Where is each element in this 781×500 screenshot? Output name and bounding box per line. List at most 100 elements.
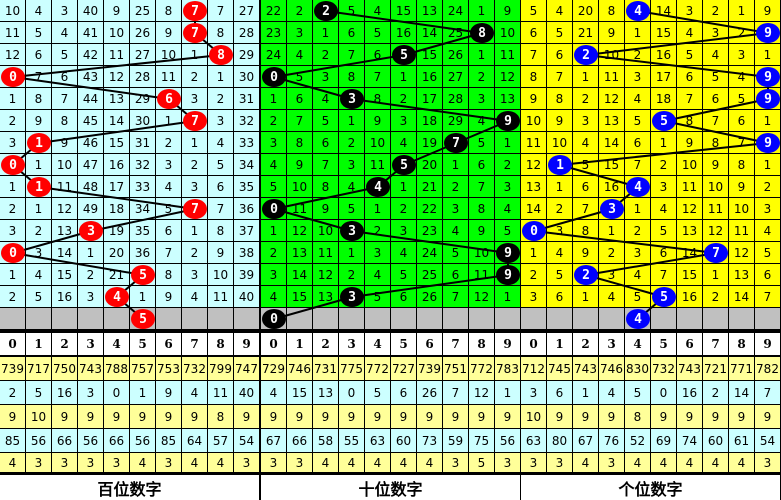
- gray-cell: [208, 308, 234, 330]
- stat-cell: 4: [651, 453, 677, 473]
- grid-cell: 8: [208, 22, 234, 44]
- stat-cell: 3: [52, 453, 78, 473]
- grid-cell: 1: [495, 132, 521, 154]
- grid-cell: 24: [261, 44, 287, 66]
- grid-cell: 5: [547, 264, 573, 286]
- trend-line-segment: [533, 208, 613, 232]
- digit-header: 5: [651, 333, 677, 356]
- grid-cell: 7: [443, 286, 469, 308]
- gray-cell: [104, 308, 130, 330]
- grid-cell: 3: [0, 220, 26, 242]
- grid-cell: 9: [547, 110, 573, 132]
- hit-ball: 4: [366, 177, 390, 197]
- grid-cell: 49: [78, 198, 104, 220]
- grid-cell: 32: [234, 110, 260, 132]
- grid-cell: 11: [677, 176, 703, 198]
- grid-cell: 5: [521, 0, 547, 22]
- stat-cell: 731: [313, 357, 339, 381]
- grid-cell: 10: [677, 154, 703, 176]
- trend-line-segment: [351, 274, 509, 298]
- grid-cell: 1: [130, 286, 156, 308]
- grid-cell: 30: [130, 110, 156, 132]
- hit-ball: 3: [340, 221, 364, 241]
- grid-cell: 2: [443, 176, 469, 198]
- grid-cell: 8: [599, 0, 625, 22]
- stat-cell: 9: [391, 405, 417, 429]
- grid-cell: 12: [495, 66, 521, 88]
- gray-cell: [156, 308, 182, 330]
- stat-cell: 9: [234, 405, 260, 429]
- grid-cell: 2: [0, 198, 26, 220]
- grid-cell: 1: [599, 220, 625, 242]
- gray-cell: [651, 308, 677, 330]
- grid-cell: 13: [729, 264, 755, 286]
- hit-ball: 1: [548, 155, 572, 175]
- grid-cell: 1: [547, 176, 573, 198]
- stat-cell: 743: [573, 357, 599, 381]
- grid-cell: 4: [208, 132, 234, 154]
- stat-cell: 56: [495, 429, 521, 453]
- grid-cell: 5: [208, 154, 234, 176]
- stat-cell: 743: [78, 357, 104, 381]
- stat-cell: 746: [287, 357, 313, 381]
- grid-cell: 12: [104, 66, 130, 88]
- trend-line-segment: [403, 32, 483, 56]
- grid-cell: 10: [495, 22, 521, 44]
- stat-cell: 8: [625, 405, 651, 429]
- grid-cell: 37: [234, 220, 260, 242]
- panel-title: 百位数字: [0, 475, 259, 500]
- grid-cell: 1: [443, 154, 469, 176]
- grid-cell: 11: [208, 286, 234, 308]
- grid-cell: 10: [52, 154, 78, 176]
- gray-cell: [52, 308, 78, 330]
- grid-cell: 1: [182, 44, 208, 66]
- stat-cell: 771: [729, 357, 755, 381]
- stat-cell: 4: [677, 453, 703, 473]
- stat-cell: 4: [391, 453, 417, 473]
- stat-cell: 9: [495, 405, 521, 429]
- grid-cell: 9: [26, 110, 52, 132]
- stat-cell: 757: [130, 357, 156, 381]
- grid-cell: 2: [703, 0, 729, 22]
- stat-cell: 4: [182, 381, 208, 405]
- hit-ball: 1: [27, 177, 51, 197]
- grid-cell: 15: [677, 264, 703, 286]
- grid-cell: 11: [729, 220, 755, 242]
- stat-cell: 9: [599, 405, 625, 429]
- grid-cell: 19: [104, 220, 130, 242]
- grid-cell: 16: [417, 66, 443, 88]
- gray-cell: [313, 308, 339, 330]
- grid-cell: 8: [26, 88, 52, 110]
- grid-cell: 4: [729, 66, 755, 88]
- gray-cell: [391, 308, 417, 330]
- stat-cell: 1: [573, 381, 599, 405]
- grid-cell: 6: [469, 154, 495, 176]
- grid-cell: 39: [234, 264, 260, 286]
- grid-cell: 2: [78, 264, 104, 286]
- hit-ball: 4: [626, 177, 650, 197]
- grid-cell: 7: [208, 198, 234, 220]
- grid-cell: 3: [521, 286, 547, 308]
- digit-header: 3: [339, 333, 365, 356]
- grid-cell: 11: [599, 66, 625, 88]
- stat-cell: 3: [78, 453, 104, 473]
- stat-cell: 67: [261, 429, 287, 453]
- grid-cell: 3: [182, 264, 208, 286]
- stat-cell: 12: [469, 381, 495, 405]
- grid-cell: 6: [26, 44, 52, 66]
- grid-cell: 9: [156, 22, 182, 44]
- grid-cell: 4: [391, 242, 417, 264]
- grid-cell: 7: [625, 154, 651, 176]
- grid-cell: 14: [729, 286, 755, 308]
- stat-cell: 9: [0, 405, 26, 429]
- grid-cell: 4: [495, 198, 521, 220]
- digit-header: 1: [26, 333, 52, 356]
- grid-cell: 5: [625, 110, 651, 132]
- grid-cell: 3: [182, 88, 208, 110]
- grid-cell: 2: [0, 286, 26, 308]
- stat-cell: 3: [547, 453, 573, 473]
- digit-header: 6: [417, 333, 443, 356]
- grid-cell: 1: [521, 242, 547, 264]
- stat-cell: 4: [261, 381, 287, 405]
- grid-cell: 41: [78, 22, 104, 44]
